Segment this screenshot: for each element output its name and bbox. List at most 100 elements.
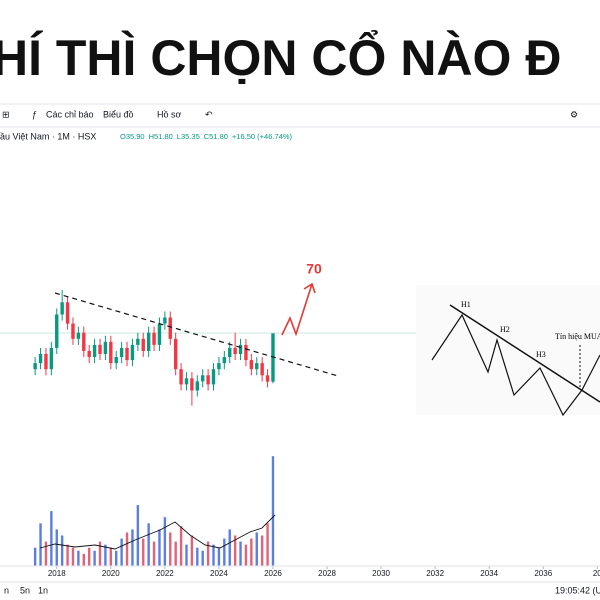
volume-bar (55, 529, 58, 566)
candle-body (255, 363, 259, 370)
volume-bar (60, 535, 64, 566)
candle-body (184, 378, 189, 385)
volume-bar (217, 547, 221, 566)
volume-bar (169, 532, 172, 566)
inset-label: H3 (536, 350, 546, 359)
volume-bar (98, 541, 102, 566)
x-tick-label: 2026 (264, 569, 282, 578)
candle-body (168, 317, 172, 339)
candle-body (206, 375, 210, 385)
candle-body (152, 332, 156, 345)
candle-body (233, 347, 237, 354)
volume-bar (250, 538, 253, 566)
candle-body (260, 363, 264, 376)
candle-body (217, 363, 221, 370)
candle-body (33, 363, 37, 370)
ohlc: O35.90 H51.80 L35.35 C51.80 +16.50 (+46.74%) (120, 132, 292, 141)
footer-btn[interactable]: 1n (38, 585, 48, 595)
volume-bar (120, 538, 123, 566)
volume-bar (104, 544, 107, 566)
inset-zigzag (431, 313, 600, 417)
x-tick-label: 2020 (102, 569, 120, 578)
volume-bar (233, 535, 237, 566)
candle-body (163, 317, 167, 324)
toolbar-chart[interactable]: Biểu đồ (103, 109, 134, 119)
volume-bar (142, 538, 145, 566)
candle-body (92, 344, 97, 358)
volume-bar (255, 532, 258, 566)
volume-bar (147, 523, 150, 566)
volume-bar (125, 532, 129, 566)
candle-body (136, 338, 140, 345)
volume-bar (115, 550, 118, 566)
volume-bar (131, 529, 134, 566)
volume-bar (185, 544, 188, 566)
footer-btn[interactable]: n (4, 585, 9, 595)
candle-body (146, 332, 151, 351)
volume-bar (228, 529, 231, 566)
candle-body (179, 369, 183, 385)
volume-bar (244, 544, 248, 566)
volume-bar (190, 535, 194, 566)
candle-body (125, 347, 129, 361)
volume-ma (39, 514, 276, 550)
volume-bar (223, 538, 226, 566)
x-tick-label: 2022 (156, 569, 174, 578)
candle-body (49, 347, 54, 370)
inset-label: H2 (500, 325, 510, 334)
volume-bar (239, 541, 242, 566)
candle-body (141, 338, 145, 351)
footer-clock: 19:05:42 (UTC (555, 585, 600, 595)
candle-body (114, 357, 118, 364)
volume-bar (66, 544, 69, 566)
candle-body (98, 344, 102, 354)
volume-bar (158, 529, 161, 566)
toolbar-indicators[interactable]: Các chỉ báo (46, 109, 94, 119)
volume-bar (44, 541, 48, 566)
candle-body (103, 341, 108, 354)
candle-body (82, 332, 86, 351)
toolbar-icon[interactable]: ƒ (32, 109, 37, 119)
inset-bg (416, 285, 600, 415)
ohlc-value: H51.80 (149, 132, 173, 141)
volume-bar (206, 541, 210, 566)
candle-body (71, 323, 75, 339)
candle-body (222, 357, 227, 364)
projection-arrowhead (303, 282, 316, 294)
inset: H1 H2 H3 Tín hiệu MUA (416, 285, 600, 417)
volume-bar (174, 541, 177, 566)
volume-bar (179, 526, 183, 566)
candle-body (249, 360, 254, 370)
volume-bar (271, 456, 275, 566)
ohlc-value: L35.35 (177, 132, 200, 141)
ohlc-value: C51.80 (204, 132, 228, 141)
symbol-info: ầu Việt Nam · 1M · HSX (0, 131, 96, 141)
footer-btn[interactable]: 5n (20, 585, 30, 595)
toolbar-profile[interactable]: Hồ sơ (157, 109, 182, 119)
candle-body (238, 344, 243, 354)
candle-body (60, 302, 64, 315)
volume-bar (39, 523, 42, 566)
toolbar-undo[interactable]: ↶ (205, 109, 213, 119)
volume-bar (136, 505, 140, 566)
x-tick-label: 2024 (210, 569, 228, 578)
candle-body (55, 314, 59, 348)
inset-trendline (449, 304, 600, 403)
ohlc-value: O35.90 (120, 132, 145, 141)
x-tick-label: 2030 (372, 569, 390, 578)
candle-body (157, 323, 162, 345)
inset-label: Tín hiệu MUA (555, 332, 600, 341)
volume-bar (33, 547, 37, 566)
plot: 2018 2020 2022 2024 2026 2028 2030 2032 2034 2036… (33, 290, 600, 578)
toolbar-icon[interactable]: ⊞ (2, 109, 10, 119)
volume-bar (87, 547, 91, 566)
x-tick-label: 2034 (480, 569, 498, 578)
trendline (54, 292, 339, 377)
volume-bar (50, 511, 53, 566)
volume-bar (266, 523, 269, 566)
inset-label: H1 (461, 300, 471, 309)
candle-body (65, 302, 70, 324)
toolbar-settings[interactable]: ⚙ (570, 109, 578, 119)
volume-bar (93, 550, 96, 566)
candle-body (173, 338, 178, 370)
